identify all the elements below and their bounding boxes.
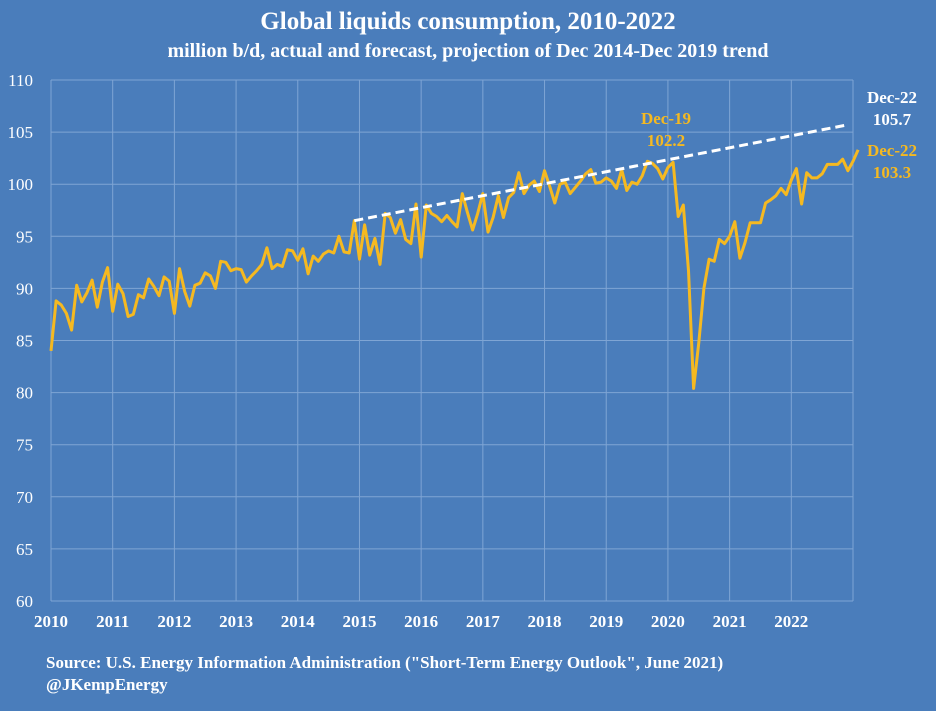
annotation-value: 105.7 [873,110,912,129]
y-tick-label: 90 [16,279,33,298]
source-note: Source: U.S. Energy Information Administ… [46,652,723,696]
y-tick-label: 80 [16,384,33,403]
y-tick-label: 110 [8,71,33,90]
annotation-value: 103.3 [873,163,911,182]
y-tick-label: 60 [16,592,33,611]
x-tick-label: 2022 [774,612,808,631]
y-tick-label: 95 [16,227,33,246]
x-tick-label: 2014 [281,612,316,631]
x-tick-label: 2011 [96,612,129,631]
x-tick-label: 2018 [528,612,562,631]
chart-title: Global liquids consumption, 2010-2022 [260,8,676,35]
y-tick-label: 105 [8,123,34,142]
x-tick-label: 2012 [157,612,191,631]
y-tick-label: 75 [16,436,33,455]
annotation-value: 102.2 [647,131,685,150]
x-tick-label: 2010 [34,612,68,631]
author-handle: @JKempEnergy [46,675,168,694]
x-tick-label: 2015 [342,612,376,631]
series-line-trend [354,123,849,223]
x-tick-label: 2019 [589,612,623,631]
series-layer [49,123,860,390]
annotation-label: Dec-19 [641,109,691,128]
y-tick-label: 70 [16,488,33,507]
y-tick-label: 85 [16,332,33,351]
x-tick-label: 2013 [219,612,253,631]
x-tick-label: 2021 [713,612,747,631]
x-tick-label: 2020 [651,612,685,631]
annotation-label: Dec-22 [867,141,917,160]
annotation-label: Dec-22 [867,88,917,107]
annotations: Dec-19 102.2 Dec-22 105.7 Dec-22 103.3 [641,88,917,182]
series-line-consumption [49,149,860,390]
y-tick-label: 100 [8,175,34,194]
grid-lines [50,79,854,602]
axis-labels: 60 65 70 75 80 85 90 95 100 105 110 2010 2011 2012 201… [8,71,809,631]
x-tick-label: 2016 [404,612,438,631]
y-tick-label: 65 [16,540,33,559]
source-text: Source: U.S. Energy Information Administ… [46,653,724,672]
chart-subtitle: million b/d, actual and forecast, projec… [167,40,769,62]
x-tick-label: 2017 [466,612,501,631]
